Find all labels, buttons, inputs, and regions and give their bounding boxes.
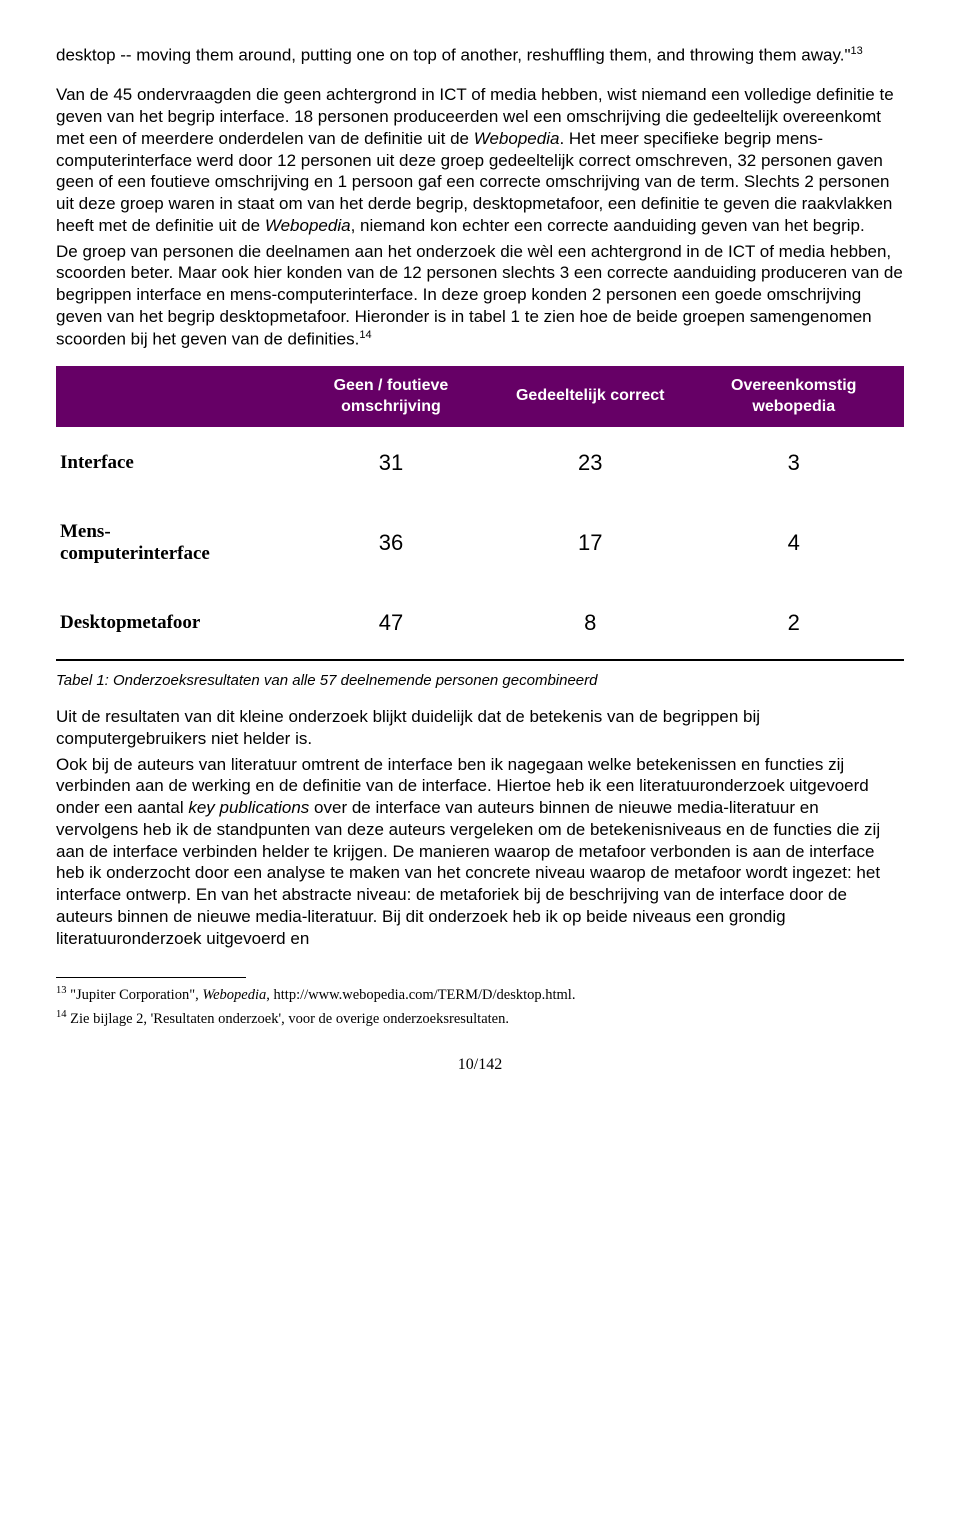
footnote-ref-14: 14 (359, 329, 371, 341)
col-empty (56, 366, 285, 427)
text: De groep van personen die deelnamen aan … (56, 242, 903, 349)
footnote-13: 13 "Jupiter Corporation", Webopedia, htt… (56, 984, 904, 1005)
col-gedeeltelijk: Gedeeltelijk correct (497, 366, 684, 427)
text: , http://www.webopedia.com/TERM/D/deskto… (266, 987, 575, 1003)
table-header-row: Geen / foutieve omschrijving Gedeeltelij… (56, 366, 904, 427)
table-row: Interface 31 23 3 (56, 427, 904, 499)
cell: 36 (285, 499, 497, 587)
paragraph-intro: desktop -- moving them around, putting o… (56, 44, 904, 66)
footnote-ref-13: 13 (851, 45, 863, 57)
footnote-14: 14 Zie bijlage 2, 'Resultaten onderzoek'… (56, 1008, 904, 1029)
row-label: Interface (56, 427, 285, 499)
text-italic: Webopedia (474, 129, 560, 148)
footnote-separator (56, 977, 246, 978)
text: "Jupiter Corporation", (67, 987, 203, 1003)
paragraph-2: Van de 45 ondervraagden die geen achterg… (56, 84, 904, 236)
text: Zie bijlage 2, 'Resultaten onderzoek', v… (67, 1011, 509, 1027)
text: , niemand kon echter een correcte aandui… (351, 216, 865, 235)
col-overeenkomstig: Overeenkomstig webopedia (684, 366, 905, 427)
cell: 17 (497, 499, 684, 587)
text: over de interface van auteurs binnen de … (56, 798, 880, 948)
table-caption: Tabel 1: Onderzoeksresultaten van alle 5… (56, 671, 904, 690)
footnote-number: 14 (56, 1009, 67, 1020)
paragraph-4b: Ook bij de auteurs van literatuur omtren… (56, 754, 904, 950)
row-label: Mens-computerinterface (56, 499, 285, 587)
paragraph-3: De groep van personen die deelnamen aan … (56, 241, 904, 350)
cell: 3 (684, 427, 905, 499)
cell: 2 (684, 587, 905, 660)
text-italic: Webopedia (265, 216, 351, 235)
page-number: 10/142 (56, 1055, 904, 1075)
row-label: Desktopmetafoor (56, 587, 285, 660)
text: desktop -- moving them around, putting o… (56, 46, 851, 65)
paragraph-4a: Uit de resultaten van dit kleine onderzo… (56, 706, 904, 750)
col-geen: Geen / foutieve omschrijving (285, 366, 497, 427)
table-row: Mens-computerinterface 36 17 4 (56, 499, 904, 587)
text-italic: key publications (188, 798, 309, 817)
cell: 23 (497, 427, 684, 499)
cell: 8 (497, 587, 684, 660)
table-row: Desktopmetafoor 47 8 2 (56, 587, 904, 660)
cell: 31 (285, 427, 497, 499)
cell: 4 (684, 499, 905, 587)
results-table: Geen / foutieve omschrijving Gedeeltelij… (56, 366, 904, 661)
text-italic: Webopedia (202, 987, 266, 1003)
cell: 47 (285, 587, 497, 660)
footnote-number: 13 (56, 985, 67, 996)
text: Uit de resultaten van dit kleine onderzo… (56, 707, 760, 748)
